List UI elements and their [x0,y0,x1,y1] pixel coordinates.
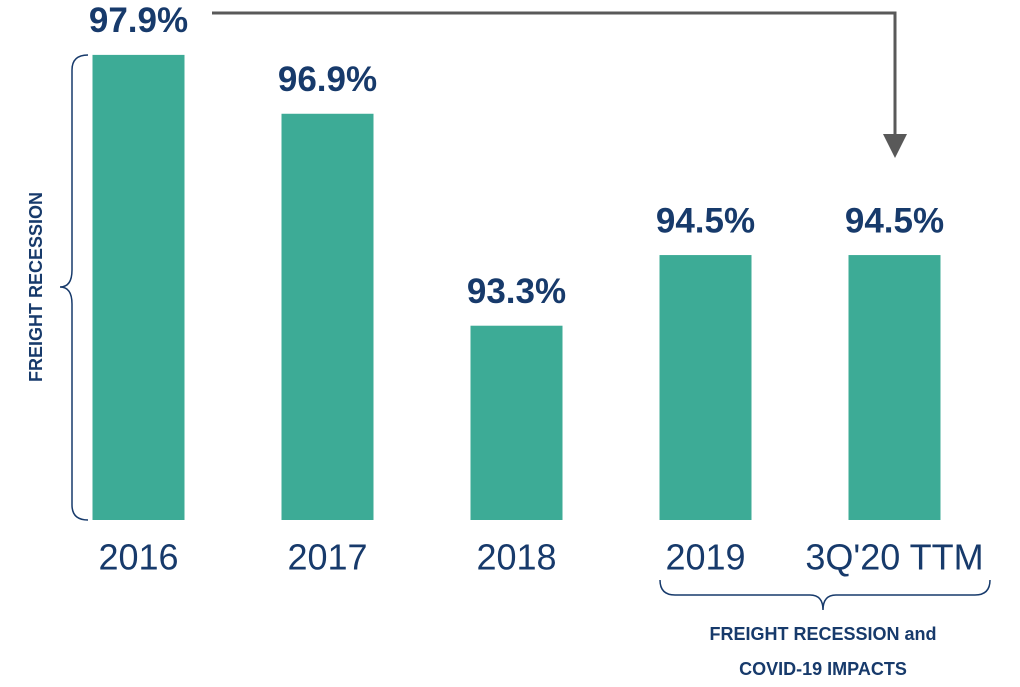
x-tick-label: 2016 [98,537,178,578]
arrow-head [883,134,907,158]
x-tick-label: 2018 [476,537,556,578]
bar [848,255,941,520]
bar [470,325,563,520]
value-label: 93.3% [467,272,566,311]
bar [281,113,374,520]
bottom-brace [659,579,991,611]
value-label: 97.9% [89,1,188,40]
arrow-line [212,11,897,140]
left-brace [59,54,89,521]
left-annotation: FREIGHT RECESSION [26,192,46,382]
bar [92,54,185,520]
x-tick-label: 2019 [665,537,745,578]
value-label: 94.5% [656,201,755,240]
value-label: 94.5% [845,201,944,240]
bottom-annotation: COVID-19 IMPACTS [739,659,907,679]
bottom-annotation: FREIGHT RECESSION and [709,624,936,644]
value-label: 96.9% [278,60,377,99]
x-tick-label: 3Q'20 TTM [805,537,983,578]
x-tick-label: 2017 [287,537,367,578]
bar [659,255,752,520]
